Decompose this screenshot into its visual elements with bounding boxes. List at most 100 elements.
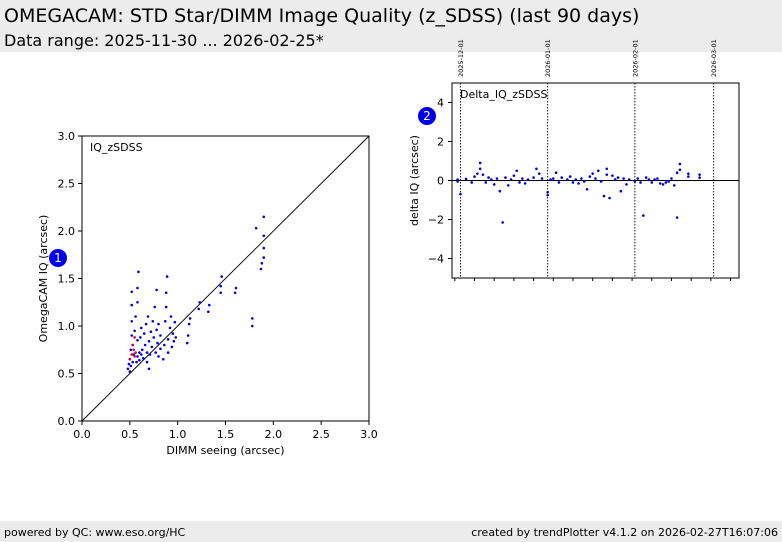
plot1-data-point bbox=[130, 290, 134, 294]
plot1-data-point bbox=[133, 355, 136, 358]
plot2-data-point bbox=[546, 190, 549, 194]
plot2-data-point bbox=[675, 216, 679, 219]
plot2-data-point bbox=[532, 176, 535, 179]
plot2-data-point bbox=[678, 168, 682, 172]
plot1-data-point bbox=[157, 355, 160, 358]
plot1-data-point bbox=[132, 348, 135, 352]
plot1-data-point bbox=[131, 343, 135, 347]
plot2-data-point bbox=[602, 194, 606, 198]
plot1-data-point bbox=[127, 362, 131, 366]
plot1-data-point bbox=[140, 326, 143, 330]
plot1-badge-number: 1 bbox=[54, 251, 62, 265]
plot1-y-tick-label: 1.0 bbox=[58, 320, 76, 333]
plot1-data-point bbox=[220, 275, 223, 278]
plot2-data-point bbox=[490, 178, 493, 181]
plot2-data-point bbox=[650, 181, 654, 184]
plot2-data-point bbox=[568, 175, 572, 178]
plot2-data-point bbox=[492, 183, 496, 186]
plot2-data-point bbox=[616, 176, 620, 179]
plot2-data-point bbox=[627, 178, 631, 181]
report-header: OMEGACAM: STD Star/DIMM Image Quality (z… bbox=[0, 0, 782, 52]
plot1-data-point bbox=[155, 288, 158, 292]
footer-credit: powered by QC: www.eso.org/HC bbox=[4, 526, 186, 539]
plot1-data-point bbox=[141, 357, 145, 360]
plot1-data-point bbox=[166, 338, 170, 341]
plot1-data-point bbox=[159, 347, 162, 351]
plot1-series-label: IQ_zSDSS bbox=[90, 141, 143, 154]
plot2-date-marker-label: 2026-01-01 bbox=[544, 39, 552, 77]
plot2-y-axis-label: delta IQ (arcsec) bbox=[408, 135, 421, 226]
plot2-data-point bbox=[687, 175, 690, 178]
plot2-data-point bbox=[571, 181, 575, 184]
plot1-data-point bbox=[138, 351, 141, 354]
plot1-data-point bbox=[164, 291, 168, 295]
plot1-x-tick-label: 0.0 bbox=[73, 428, 91, 441]
footer-created: created by trendPlotter v4.1.2 on 2026-0… bbox=[471, 526, 778, 539]
plot2-data-point bbox=[473, 175, 476, 178]
plot1-data-point bbox=[143, 343, 147, 347]
plot1-data-point bbox=[129, 348, 133, 352]
plot2-data-point bbox=[476, 172, 479, 175]
plot1-data-point bbox=[168, 326, 172, 330]
plot2-data-point bbox=[478, 167, 482, 171]
plot2-data-point bbox=[658, 182, 662, 185]
plot2-data-point bbox=[487, 176, 490, 179]
plot1-data-point bbox=[166, 351, 170, 354]
plot1-data-point bbox=[198, 300, 201, 304]
plot2-data-point bbox=[687, 172, 690, 175]
plot1-data-point bbox=[260, 262, 264, 265]
plot1-data-point bbox=[155, 328, 158, 332]
plot1-data-point bbox=[145, 360, 149, 364]
plot2-data-point bbox=[611, 174, 614, 177]
plot1-data-point bbox=[171, 332, 175, 335]
plot1-y-tick-label: 2.5 bbox=[58, 178, 76, 191]
plot1-data-point bbox=[130, 303, 134, 307]
plot2-data-point bbox=[509, 178, 513, 181]
plot1-y-tick-label: 2.0 bbox=[58, 225, 76, 238]
plot1-data-point bbox=[219, 291, 223, 295]
plot2-data-point bbox=[580, 177, 583, 180]
plot1-data-point bbox=[136, 338, 139, 342]
plot1-x-axis-label: DIMM seeing (arcsec) bbox=[166, 444, 284, 457]
plot1-data-point bbox=[206, 310, 210, 314]
plot2-data-point bbox=[456, 180, 459, 183]
plot2-data-point bbox=[484, 181, 488, 184]
plot2-data-point bbox=[456, 178, 459, 181]
plot2-data-point bbox=[512, 174, 516, 177]
plot1-data-point bbox=[153, 305, 157, 309]
plot2-data-point bbox=[546, 193, 549, 197]
plot2-data-point bbox=[672, 184, 676, 187]
plot2-data-point bbox=[698, 176, 701, 179]
plot2-data-point bbox=[498, 189, 502, 193]
plot1-data-point bbox=[130, 319, 134, 323]
plot1-data-point bbox=[164, 305, 168, 309]
plot2-data-point bbox=[478, 161, 482, 165]
plot1-data-point bbox=[142, 332, 146, 335]
plot1-x-tick-label: 3.0 bbox=[360, 428, 378, 441]
plot1-data-point bbox=[170, 345, 174, 349]
plot2-data-point bbox=[608, 196, 611, 200]
plot1-data-point bbox=[134, 315, 137, 318]
report-title: OMEGACAM: STD Star/DIMM Image Quality (z… bbox=[4, 5, 640, 27]
plot1-data-point bbox=[163, 319, 167, 323]
plot2-data-point bbox=[656, 177, 659, 180]
plot2-data-point bbox=[557, 181, 561, 184]
plot2-data-point bbox=[675, 171, 679, 174]
plot2-data-point bbox=[501, 221, 504, 224]
plot2-data-point bbox=[560, 176, 564, 179]
plot2-y-tick-label: −4 bbox=[428, 253, 444, 266]
plot2-data-point bbox=[605, 167, 609, 171]
plot2-data-point bbox=[495, 177, 499, 180]
plot2-y-tick-label: 2 bbox=[437, 136, 444, 149]
plot2-data-point bbox=[667, 180, 670, 183]
plot1-data-point bbox=[149, 330, 153, 334]
plot1-x-tick-label: 1.0 bbox=[169, 428, 187, 441]
plot2-data-point bbox=[481, 173, 485, 176]
plot2-data-point bbox=[647, 178, 651, 181]
plot1-data-point bbox=[130, 353, 134, 356]
plot1-data-point bbox=[145, 351, 149, 354]
plot2-data-point bbox=[698, 173, 701, 176]
plot1-data-point bbox=[144, 322, 148, 326]
plot2-data-point bbox=[599, 180, 603, 183]
plot1-data-point bbox=[139, 336, 142, 339]
